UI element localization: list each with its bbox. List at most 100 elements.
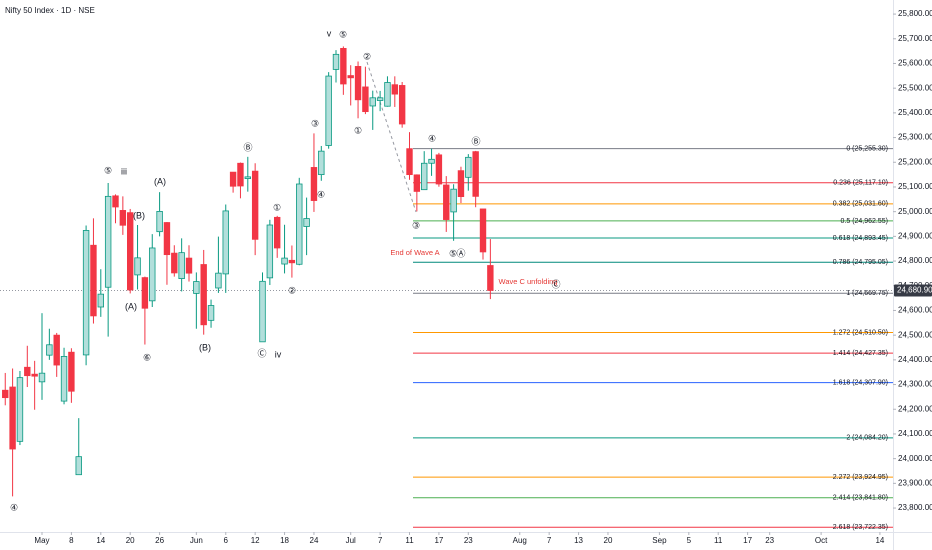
candle-body	[296, 183, 303, 265]
candle-body	[450, 188, 457, 213]
y-tick-label: 25,700.00	[898, 34, 932, 43]
candle-body	[479, 208, 487, 253]
candle-body	[134, 257, 141, 276]
candle-body	[68, 351, 75, 392]
wave-label: ⑤	[104, 165, 112, 175]
fib-label: 0.382 (25,031.60)	[833, 201, 888, 208]
y-tick-label: 24,900.00	[898, 231, 932, 240]
candle-body	[229, 171, 237, 187]
y-tick-label: 25,200.00	[898, 157, 932, 166]
candle-body	[31, 373, 38, 377]
y-tick-label: 24,100.00	[898, 429, 932, 438]
x-tick-label: 17	[743, 536, 752, 545]
candle-body	[406, 148, 413, 176]
candles	[2, 46, 494, 497]
candle-body	[340, 48, 347, 85]
fib-label: 0.5 (24,962.55)	[841, 218, 888, 225]
x-tick-label: 23	[765, 536, 774, 545]
x-tick-label: 14	[875, 536, 884, 545]
y-tick-label: 25,400.00	[898, 108, 932, 117]
candle-body	[141, 277, 149, 309]
wave-label: Wave C unfolding	[499, 277, 558, 286]
candle-body	[443, 184, 450, 220]
wave-label: ③	[311, 118, 319, 128]
candle-body	[428, 158, 435, 164]
candle-body	[215, 272, 222, 289]
fib-label: 1.618 (24,307.90)	[833, 379, 888, 386]
candle-body	[391, 84, 399, 95]
fib-label: 0 (25,255.30)	[846, 145, 888, 152]
fib-label: 2.414 (23,841.80)	[833, 495, 888, 502]
x-tick-label: 11	[405, 536, 414, 545]
x-tick-label: 12	[251, 536, 260, 545]
candle-body	[465, 156, 472, 178]
candle-body	[46, 344, 53, 356]
wave-connector	[366, 61, 417, 213]
y-tick-label: 24,000.00	[898, 454, 932, 463]
fib-label: 0.236 (25,117.10)	[833, 180, 888, 187]
candle-body	[354, 66, 362, 101]
y-tick-label: 24,200.00	[898, 404, 932, 413]
candle-body	[97, 293, 105, 308]
x-tick-label: 18	[280, 536, 289, 545]
candle-body	[457, 170, 465, 197]
wave-label: ⑤	[449, 248, 457, 258]
wave-label: ④	[428, 133, 436, 143]
candle-body	[325, 75, 332, 146]
y-tick-label: 25,100.00	[898, 182, 932, 191]
candle-body	[60, 355, 68, 402]
candle-body	[90, 244, 97, 317]
wave-label: Ⓑ	[243, 142, 252, 152]
candle-body	[362, 86, 369, 113]
candle-body	[185, 257, 193, 274]
y-tick-label: 24,400.00	[898, 355, 932, 364]
candle-body	[274, 216, 281, 249]
candle-body	[200, 264, 207, 326]
wave-label: iv	[275, 349, 282, 359]
x-tick-label: 7	[547, 536, 552, 545]
wave-label: ①	[273, 202, 281, 212]
y-tick-label: 24,800.00	[898, 256, 932, 265]
candle-body	[266, 224, 274, 279]
candle-body	[38, 372, 46, 383]
fib-label: 0.618 (24,893.45)	[833, 235, 888, 242]
y-tick-label: 25,600.00	[898, 59, 932, 68]
last-price-tag	[894, 284, 932, 297]
wave-label: ②	[288, 285, 296, 295]
candle-body	[421, 162, 428, 191]
x-tick-label: Sep	[652, 536, 667, 545]
y-tick-label: 24,500.00	[898, 330, 932, 339]
wave-label: (A)	[154, 176, 166, 186]
candle-body	[82, 230, 90, 356]
last-price-label: 24,680.90	[897, 286, 932, 295]
y-tick-label: 25,000.00	[898, 207, 932, 216]
x-tick-label: Aug	[513, 536, 527, 545]
x-tick-label: 7	[378, 536, 383, 545]
wave-label: v	[327, 28, 332, 38]
candle-body	[112, 195, 119, 208]
fib-label: 2 (24,084.20)	[846, 435, 888, 442]
candle-body	[24, 366, 31, 377]
x-tick-label: 11	[714, 536, 723, 545]
wave-label: Ⓒ	[551, 279, 560, 289]
x-tick-label: 24	[310, 536, 319, 545]
candle-body	[156, 211, 163, 233]
x-tick-label: Oct	[815, 536, 828, 545]
x-tick-label: Jul	[346, 536, 356, 545]
wave-label: ④	[317, 189, 325, 199]
candle-body	[347, 75, 354, 79]
candle-body	[376, 97, 384, 101]
candle-body	[237, 162, 244, 187]
y-tick-label: 24,300.00	[898, 380, 932, 389]
y-tick-label: 25,500.00	[898, 83, 932, 92]
wave-label: ②	[363, 51, 371, 61]
candle-body	[435, 154, 443, 185]
candle-body	[16, 377, 24, 442]
candle-body	[332, 53, 340, 70]
y-tick-label: 25,300.00	[898, 133, 932, 142]
candle-body	[75, 456, 82, 476]
x-tick-label: 20	[126, 536, 135, 545]
candle-body	[178, 252, 185, 279]
